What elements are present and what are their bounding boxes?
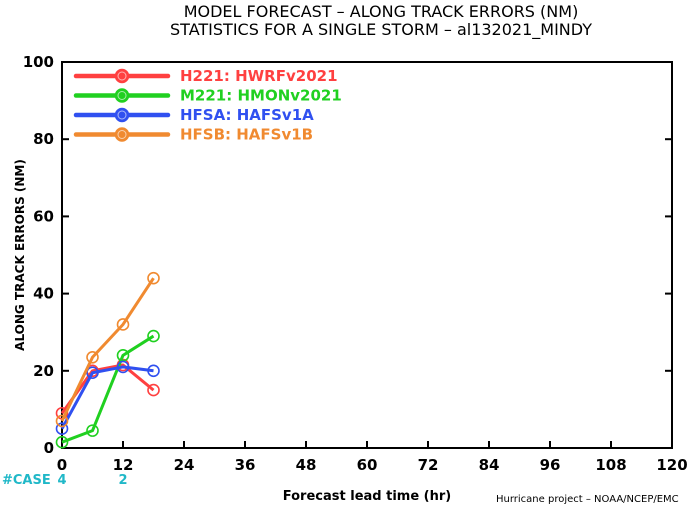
x-tick-label: 0 xyxy=(57,456,67,474)
data-point xyxy=(55,414,69,428)
x-tick-label: 84 xyxy=(479,456,500,474)
series-hfsb xyxy=(55,271,160,428)
legend-item-hfsa: HFSA: HAFSv1A xyxy=(73,106,314,124)
legend-marker-ring xyxy=(117,130,127,139)
x-tick-label: 24 xyxy=(174,456,195,474)
chart-title: MODEL FORECAST – ALONG TRACK ERRORS (NM) xyxy=(184,2,579,21)
y-tick-label: 20 xyxy=(33,362,54,380)
x-tick-label: 108 xyxy=(595,456,626,474)
data-point xyxy=(116,360,130,374)
series-layer xyxy=(55,271,160,449)
legend-item-m221: M221: HMONv2021 xyxy=(73,87,342,105)
series-line xyxy=(60,365,154,430)
data-point xyxy=(147,329,160,343)
series-line xyxy=(61,334,155,444)
legend-label: H221: HWRFv2021 xyxy=(180,67,338,85)
data-point xyxy=(55,422,69,436)
series-hfsa xyxy=(55,360,160,436)
x-axis-ticks: 0 12 24 36 48 60 72 84 96 108 120 xyxy=(57,441,688,474)
x-tick-label: 60 xyxy=(357,456,378,474)
legend-marker xyxy=(114,107,130,123)
legend-marker xyxy=(114,88,130,103)
case-count: 2 xyxy=(118,473,127,488)
data-point xyxy=(86,424,99,437)
legend-marker xyxy=(114,68,130,84)
legend-label: HFSA: HAFSv1A xyxy=(180,106,314,124)
data-point xyxy=(147,364,160,378)
legend-marker-ring xyxy=(117,110,127,120)
chart-subtitle: STATISTICS FOR A SINGLE STORM – al132021… xyxy=(170,20,592,40)
x-axis-label: Forecast lead time (hr) xyxy=(283,489,451,504)
data-point xyxy=(147,271,160,285)
y-axis-label: ALONG TRACK ERRORS (NM) xyxy=(13,159,27,351)
y-axis-ticks: 0 20 40 60 80 100 xyxy=(23,53,672,457)
y-tick-label: 60 xyxy=(33,207,54,225)
x-tick-label: 72 xyxy=(418,456,439,474)
data-point xyxy=(55,435,69,449)
legend-marker-ring xyxy=(117,91,127,100)
data-point xyxy=(86,350,99,364)
y-tick-label: 0 xyxy=(44,439,54,457)
legend-marker-ring xyxy=(117,71,127,81)
series-line xyxy=(60,277,155,422)
x-tick-label: 12 xyxy=(113,456,134,474)
x-tick-label: 96 xyxy=(540,456,561,474)
case-label: #CASE xyxy=(2,473,51,488)
legend-marker xyxy=(114,127,130,142)
legend-item-h221: H221: HWRFv2021 xyxy=(73,67,338,85)
legend-item-hfsb: HFSB: HAFSv1B xyxy=(73,126,313,144)
credit-text: Hurricane project – NOAA/NCEP/EMC xyxy=(496,494,679,505)
data-point xyxy=(116,318,130,331)
data-point xyxy=(147,383,160,397)
data-point xyxy=(86,366,99,380)
x-tick-label: 48 xyxy=(296,456,317,474)
y-tick-label: 40 xyxy=(33,285,54,303)
x-tick-label: 120 xyxy=(656,456,687,474)
y-tick-label: 80 xyxy=(33,130,54,148)
y-tick-label: 100 xyxy=(23,53,54,71)
x-tick-label: 36 xyxy=(235,456,256,474)
case-count: 4 xyxy=(57,473,66,488)
legend-label: M221: HMONv2021 xyxy=(180,87,342,105)
series-m221 xyxy=(55,329,160,449)
legend-label: HFSB: HAFSv1B xyxy=(180,126,313,144)
